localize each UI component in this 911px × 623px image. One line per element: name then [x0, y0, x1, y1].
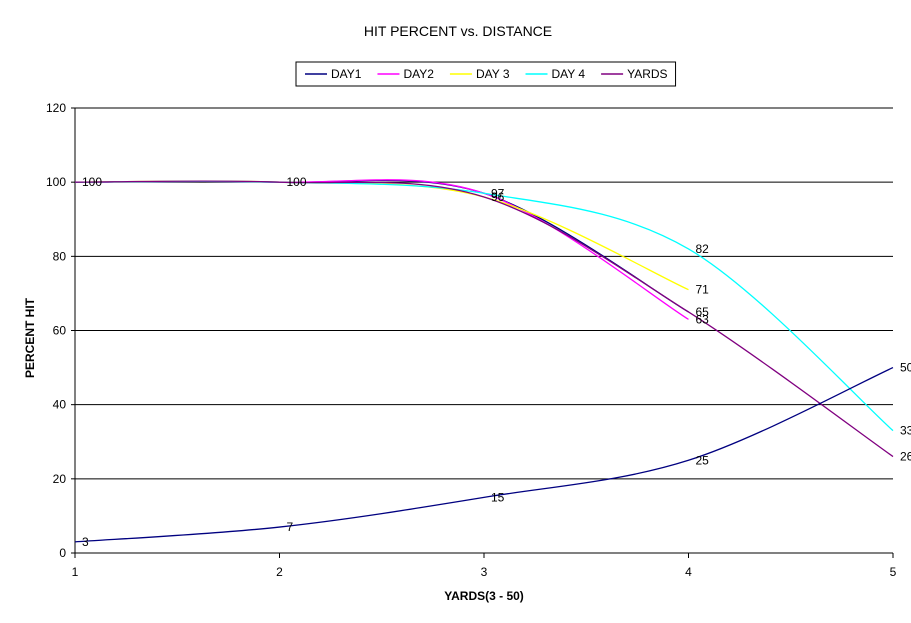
y-tick-label: 60 — [53, 324, 67, 338]
x-tick-label: 5 — [890, 565, 897, 579]
series-line — [74, 179, 689, 313]
legend: DAY1 DAY2 DAY 3 DAY 4 YARDS — [295, 61, 677, 87]
data-label: 100 — [82, 175, 102, 189]
x-tick-label: 4 — [685, 565, 692, 579]
data-label: 65 — [696, 305, 710, 319]
chart-title: HIT PERCENT vs. DISTANCE — [364, 23, 552, 39]
legend-label: DAY2 — [403, 67, 434, 81]
x-tick-label: 1 — [72, 565, 79, 579]
data-label: 82 — [696, 242, 710, 256]
grid-lines — [75, 107, 893, 480]
series-line — [74, 180, 894, 432]
y-axis-label: PERCENT HIT — [23, 297, 37, 378]
data-label: 33 — [900, 424, 911, 438]
data-label: 96 — [491, 190, 505, 204]
data-label: 63 — [696, 312, 710, 326]
data-label: 25 — [696, 453, 710, 467]
series-line — [74, 180, 689, 291]
y-tick-label: 80 — [53, 249, 67, 263]
legend-label: DAY 4 — [552, 67, 586, 81]
series-line — [74, 179, 689, 320]
x-tick-label: 2 — [276, 565, 283, 579]
x-tick-label: 3 — [481, 565, 488, 579]
y-tick-label: 40 — [53, 398, 67, 412]
data-labels: 63 96 71 100 97 82 33 100 65 26 3 7 15 25 50 — [82, 175, 911, 549]
data-label: 71 — [696, 283, 710, 297]
legend-label: YARDS — [627, 67, 667, 81]
data-label: 26 — [900, 450, 911, 464]
legend-label: DAY 3 — [476, 67, 510, 81]
y-tick-label: 100 — [46, 175, 66, 189]
y-tick-label: 120 — [46, 101, 66, 115]
legend-label: DAY1 — [331, 67, 362, 81]
y-tick-label: 20 — [53, 472, 67, 486]
data-label: 100 — [287, 175, 307, 189]
data-label: 97 — [491, 186, 505, 200]
series-line — [74, 366, 894, 543]
axes: 0 20 40 60 80 100 120 1 2 3 4 5 — [46, 101, 897, 579]
data-label: 7 — [287, 520, 294, 534]
series-line — [74, 180, 894, 458]
series-lines — [74, 179, 894, 543]
data-label: 3 — [82, 535, 89, 549]
data-label: 15 — [491, 490, 505, 504]
x-axis-label: YARDS(3 - 50) — [444, 589, 524, 603]
y-tick-label: 0 — [59, 546, 66, 560]
data-label: 50 — [900, 361, 911, 375]
